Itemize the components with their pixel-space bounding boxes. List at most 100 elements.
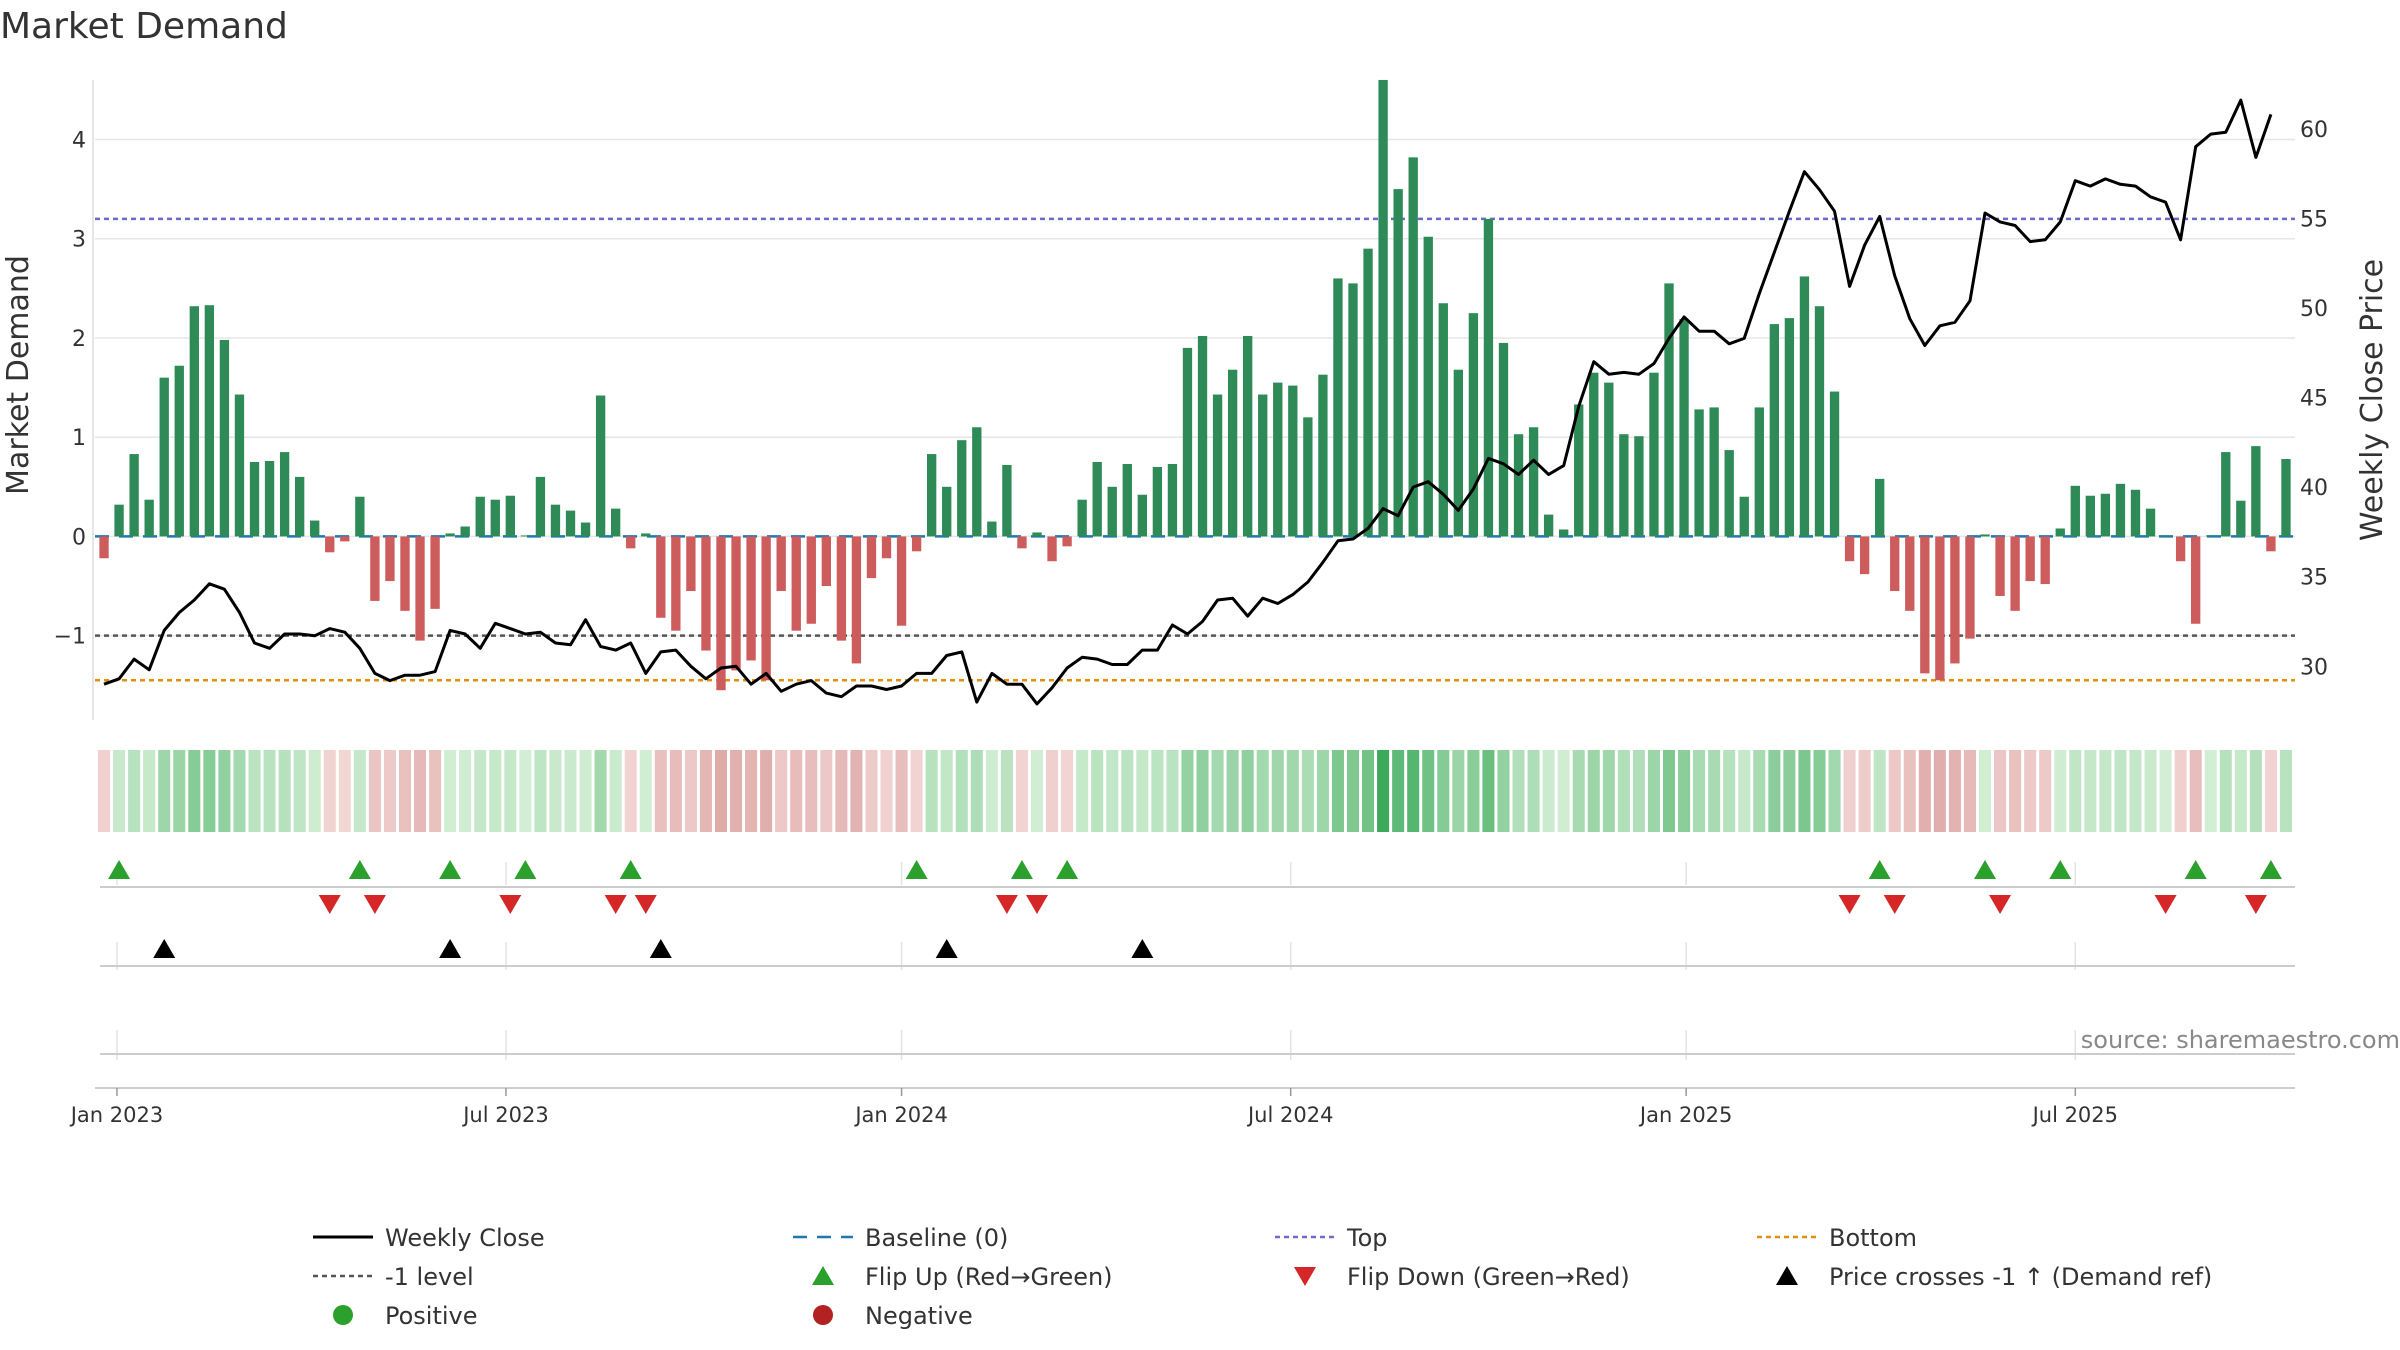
demand-bar: [1453, 369, 1464, 537]
heat-cell: [775, 750, 788, 832]
heat-cell: [1813, 750, 1826, 832]
x-tick-label: Jul 2023: [461, 1103, 548, 1127]
demand-bar: [310, 520, 320, 537]
demand-bar: [114, 504, 124, 537]
source-note: source: sharemaestro.com: [2081, 1026, 2400, 1054]
heat-cell: [2249, 750, 2262, 832]
heat-cell: [1286, 750, 1299, 832]
y-tick-left: 3: [72, 228, 86, 253]
demand-bar: [2130, 489, 2141, 537]
demand-bar: [1619, 434, 1629, 537]
demand-bar: [1273, 382, 1283, 537]
heat-cell: [519, 750, 532, 832]
heat-cell: [173, 750, 186, 832]
demand-bar: [2266, 536, 2276, 552]
heat-cell: [2279, 750, 2292, 832]
heat-cell: [1106, 750, 1119, 832]
flip-up-marker: [439, 860, 462, 879]
reference-lines: [95, 217, 2295, 682]
heat-cell: [2219, 750, 2232, 832]
demand-bar: [1679, 319, 1689, 537]
demand-bar: [234, 394, 245, 537]
heat-cell: [2069, 750, 2082, 832]
demand-bar: [159, 377, 169, 537]
heat-cell: [1587, 750, 1600, 832]
heat-cell: [1046, 750, 1059, 832]
flip-up-marker: [2184, 860, 2207, 879]
demand-bar: [1604, 382, 1614, 537]
heat-cell: [1467, 750, 1480, 832]
heat-cell: [383, 750, 396, 832]
heat-cell: [2114, 750, 2127, 832]
heat-cell: [1708, 750, 1721, 832]
heat-cell: [1903, 750, 1916, 832]
heat-cell: [1632, 750, 1645, 832]
heat-cell: [1768, 750, 1781, 832]
demand-bar: [1348, 283, 1358, 537]
demand-bar: [2100, 493, 2111, 537]
demand-bar: [505, 495, 515, 537]
demand-bar: [641, 533, 651, 537]
y-tick-right: 35: [2300, 566, 2328, 591]
demand-bar: [1890, 536, 1900, 591]
demand-bar: [1965, 536, 1975, 639]
demand-bar: [1303, 417, 1313, 537]
demand-bar: [249, 462, 260, 537]
heat-cell: [1828, 750, 1841, 832]
demand-bar: [1995, 536, 2005, 596]
flip-up-marker: [2259, 860, 2282, 879]
demand-bar: [1438, 303, 1448, 537]
legend-label: Weekly Close: [385, 1224, 545, 1252]
y-tick-left: −1: [54, 625, 86, 650]
heat-cell: [444, 750, 457, 832]
demand-bar: [896, 536, 907, 626]
demand-bar: [400, 536, 410, 611]
heat-cell: [1211, 750, 1224, 832]
legend-swatch-triangle-up: [812, 1266, 834, 1285]
y-tick-left: 0: [72, 525, 86, 550]
heat-cell: [2129, 750, 2142, 832]
heat-cell: [143, 750, 156, 832]
heat-cell: [203, 750, 216, 832]
demand-bar: [1905, 536, 1915, 611]
flip-up-marker: [1974, 860, 1997, 879]
demand-bar: [1017, 536, 1027, 549]
heat-cell: [760, 750, 773, 832]
demand-bar: [1212, 394, 1223, 537]
demand-bar: [1378, 79, 1388, 537]
legend-label: Flip Down (Green→Red): [1347, 1263, 1630, 1291]
demand-bar: [2070, 485, 2080, 537]
flip-down-marker: [995, 895, 1018, 914]
heat-cell: [669, 750, 682, 832]
date-axis: Jan 2023 Jul 2023 Jan 2024 Jul 2024 Jan 2025…: [69, 1087, 2295, 1127]
heat-cell: [459, 750, 472, 832]
heat-cell: [489, 750, 502, 832]
demand-bar: [550, 504, 561, 537]
heat-cell: [1783, 750, 1796, 832]
heat-cell: [248, 750, 261, 832]
demand-bar: [2175, 536, 2186, 562]
legend-label: -1 level: [385, 1263, 474, 1291]
demand-bar: [1829, 391, 1840, 537]
demand-bar: [2085, 495, 2096, 537]
heat-cell: [2039, 750, 2052, 832]
heat-cell: [1000, 750, 1013, 832]
demand-bar: [99, 536, 109, 559]
price-cross-marker: [439, 939, 462, 958]
y-tick-right: 40: [2300, 476, 2328, 501]
demand-bar: [671, 536, 681, 631]
heat-cell: [1662, 750, 1676, 832]
demand-bar: [189, 306, 199, 537]
heat-cell: [1166, 750, 1179, 832]
heat-cell: [113, 750, 126, 832]
heat-cell: [2009, 750, 2022, 832]
heat-cell: [699, 750, 712, 832]
legend-swatch-circle: [333, 1305, 353, 1325]
heat-cell: [278, 750, 291, 832]
heat-cell: [880, 750, 893, 832]
demand-bar: [2236, 500, 2246, 537]
x-tick-label: Jul 2024: [1246, 1103, 1333, 1127]
demand-bar: [836, 536, 847, 641]
demand-bar: [1408, 157, 1418, 537]
demand-bar: [1754, 407, 1764, 537]
